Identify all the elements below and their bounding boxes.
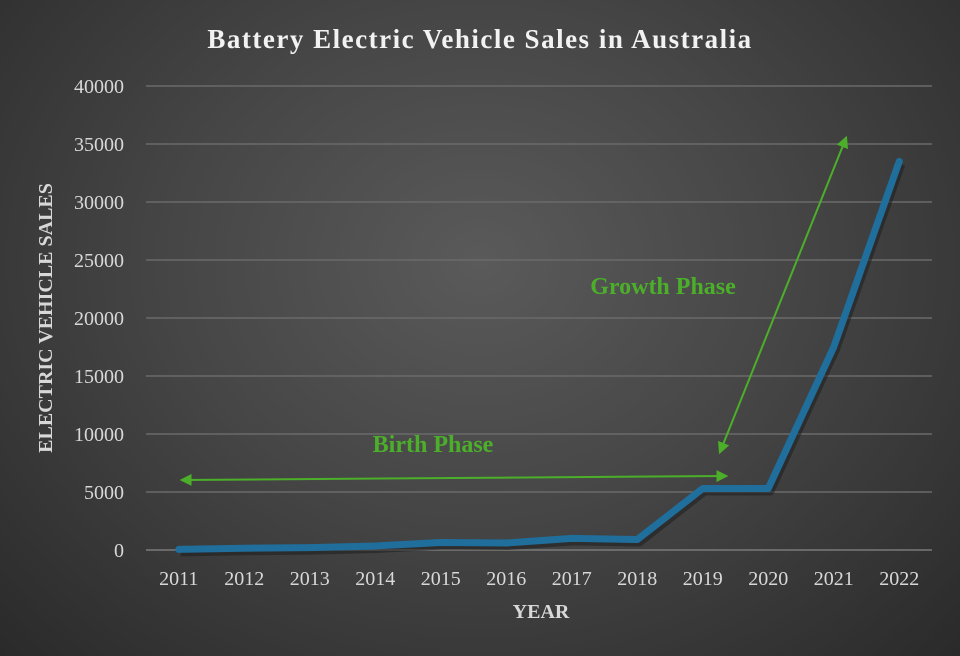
y-axis-label: ELECTRIC VEHICLE SALES bbox=[35, 183, 57, 453]
x-tick-label: 2019 bbox=[683, 568, 723, 590]
y-tick-label: 0 bbox=[114, 540, 124, 562]
y-tick-label: 5000 bbox=[84, 482, 124, 504]
x-tick-label: 2020 bbox=[748, 568, 788, 590]
x-tick-label: 2017 bbox=[552, 568, 592, 590]
birth-phase-arrow bbox=[179, 470, 729, 486]
x-tick-label: 2022 bbox=[879, 568, 919, 590]
x-tick-label: 2015 bbox=[421, 568, 461, 590]
data-point bbox=[898, 160, 900, 162]
y-tick-label: 40000 bbox=[74, 76, 124, 98]
data-point bbox=[505, 542, 507, 544]
data-point bbox=[833, 346, 835, 348]
chart-title: Battery Electric Vehicle Sales in Austra… bbox=[207, 24, 752, 54]
y-tick-label: 10000 bbox=[74, 424, 124, 446]
y-tick-label: 30000 bbox=[74, 192, 124, 214]
series-line bbox=[175, 157, 903, 553]
y-tick-label: 35000 bbox=[74, 134, 124, 156]
series-line-shadow bbox=[180, 163, 906, 557]
x-tick-label: 2011 bbox=[159, 568, 198, 590]
data-point bbox=[440, 541, 442, 543]
y-tick-label: 20000 bbox=[74, 308, 124, 330]
y-tick-label: 25000 bbox=[74, 250, 124, 272]
growth-phase-label: Growth Phase bbox=[590, 274, 736, 300]
x-tick-label: 2014 bbox=[355, 568, 395, 590]
data-point bbox=[178, 548, 180, 550]
x-tick-label: 2021 bbox=[814, 568, 854, 590]
x-tick-label: 2012 bbox=[224, 568, 264, 590]
x-tick-label: 2016 bbox=[486, 568, 526, 590]
x-axis-label: YEAR bbox=[513, 601, 570, 623]
birth-phase-label: Birth Phase bbox=[373, 432, 494, 458]
growth-phase-arrow bbox=[718, 135, 848, 455]
data-point bbox=[767, 488, 769, 490]
data-point bbox=[374, 545, 376, 547]
data-point bbox=[571, 537, 573, 539]
data-point bbox=[243, 547, 245, 549]
x-tick-label: 2013 bbox=[290, 568, 330, 590]
data-point bbox=[309, 547, 311, 549]
y-tick-label: 15000 bbox=[74, 366, 124, 388]
x-tick-label: 2018 bbox=[617, 568, 657, 590]
data-point bbox=[702, 488, 704, 490]
data-point bbox=[636, 539, 638, 541]
